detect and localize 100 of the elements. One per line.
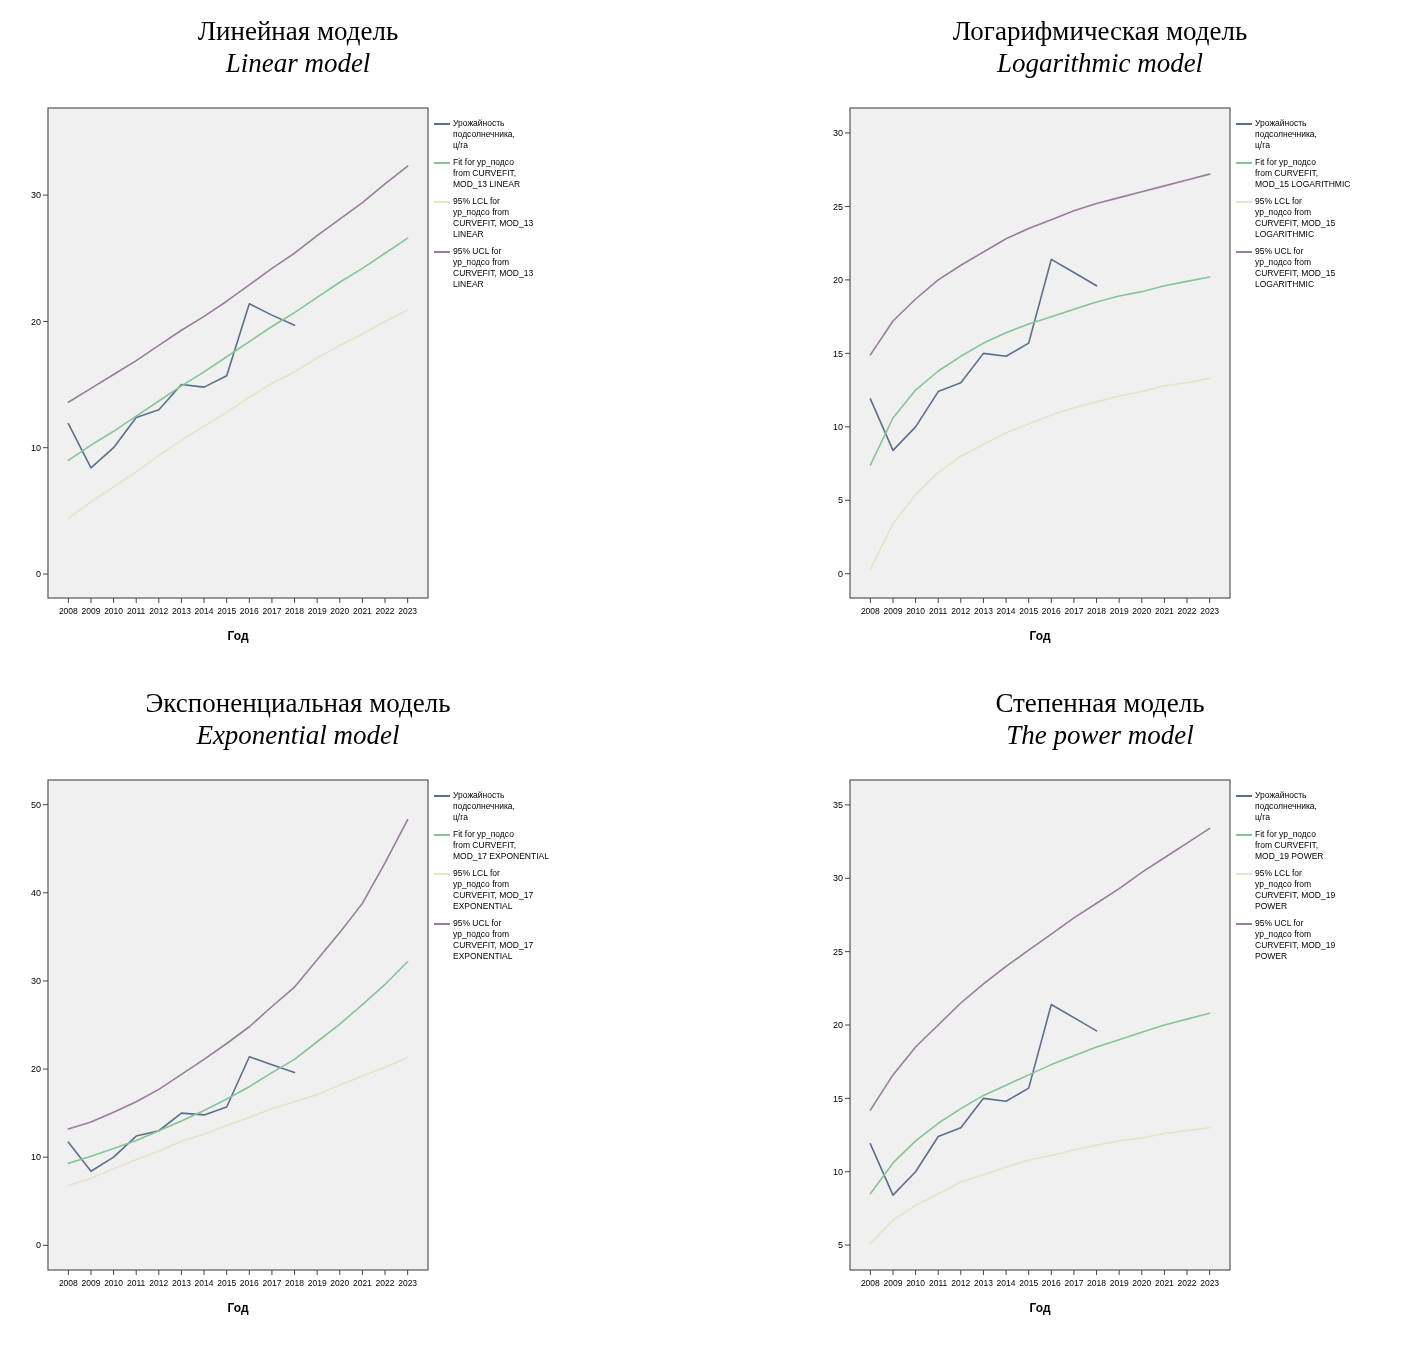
y-tick-label: 20 [832, 1020, 843, 1031]
x-tick-label: 2023 [398, 1278, 418, 1288]
x-tick-label: 2014 [996, 1278, 1016, 1288]
x-tick-label: 2012 [149, 1278, 169, 1288]
x-tick-label: 2020 [1132, 606, 1152, 616]
x-tick-label: 2021 [352, 1278, 373, 1288]
x-tick-label: 2023 [1200, 606, 1220, 616]
y-tick-label: 20 [30, 1064, 41, 1075]
x-tick-label: 2017 [262, 1278, 282, 1288]
x-tick-label: 2014 [996, 606, 1016, 616]
y-tick-label: 25 [832, 201, 843, 212]
chart-subtitle: Logarithmic model [995, 48, 1204, 78]
legend-label: Fit for ур_подсо from CURVEFIT, MOD_19 POWER [1255, 828, 1324, 861]
chart-subtitle: Exponential model [195, 720, 400, 750]
x-tick-label: 2018 [285, 1278, 305, 1288]
x-tick-label: 2013 [171, 1278, 192, 1288]
chart-title: Экспоненциальная модель [145, 688, 451, 718]
x-tick-label: 2010 [906, 1278, 926, 1288]
x-axis-title: Год [1029, 1301, 1051, 1315]
x-tick-label: 2023 [1200, 1278, 1220, 1288]
x-tick-label: 2012 [951, 1278, 971, 1288]
y-tick-label: 0 [35, 569, 41, 580]
y-tick-label: 35 [832, 800, 843, 811]
x-tick-label: 2012 [149, 606, 169, 616]
line-series [869, 1126, 1211, 1245]
chart-subtitle: Linear model [224, 48, 371, 78]
y-tick-label: 20 [832, 275, 843, 286]
x-tick-label: 2022 [375, 1278, 395, 1288]
x-tick-label: 2021 [352, 606, 373, 616]
x-tick-label: 2023 [398, 606, 418, 616]
line-series [67, 960, 409, 1165]
line-series [67, 165, 409, 404]
y-tick-label: 0 [35, 1240, 41, 1251]
x-tick-label: 2014 [194, 1278, 214, 1288]
x-axis-title: Год [1029, 629, 1051, 643]
chart-title: Линейная модель [197, 16, 399, 46]
x-tick-label: 2013 [973, 606, 994, 616]
x-tick-label: 2021 [1154, 606, 1175, 616]
line-series [67, 1056, 409, 1187]
line-series [67, 1055, 296, 1173]
x-tick-label: 2019 [307, 606, 327, 616]
line-series [869, 827, 1211, 1111]
legend-label: Урожайность подсолнечника, ц/га [453, 789, 515, 822]
legend-label: Урожайность подсолнечника, ц/га [1255, 789, 1317, 822]
legend-label: 95% UCL for ур_подсо from CURVEFIT, MOD_15 LOGARITHMIC [1255, 245, 1336, 289]
legend-label: Урожайность подсолнечника, ц/га [453, 117, 515, 150]
x-tick-label: 2020 [330, 1278, 350, 1288]
legend-label: 95% LCL for ур_подсо from CURVEFIT, MOD_15 LOGARITHMIC [1255, 195, 1336, 239]
y-tick-label: 10 [30, 442, 41, 453]
x-tick-label: 2015 [217, 606, 237, 616]
x-tick-label: 2010 [906, 606, 926, 616]
legend-label: 95% LCL for ур_подсо from CURVEFIT, MOD_19 POWER [1255, 867, 1336, 911]
x-tick-label: 2022 [375, 606, 395, 616]
y-tick-label: 0 [837, 568, 843, 579]
x-tick-label: 2009 [81, 1278, 101, 1288]
x-tick-label: 2011 [127, 1278, 146, 1288]
y-tick-label: 10 [30, 1152, 41, 1163]
x-tick-label: 2019 [307, 1278, 327, 1288]
x-tick-label: 2015 [1019, 606, 1039, 616]
legend-label: 95% UCL for ур_подсо from CURVEFIT, MOD_13 LINEAR [453, 245, 534, 289]
x-tick-label: 2015 [1019, 1278, 1039, 1288]
line-series [67, 302, 296, 469]
y-tick-label: 30 [832, 128, 843, 139]
x-tick-label: 2008 [58, 1278, 79, 1288]
x-tick-label: 2020 [330, 606, 350, 616]
x-tick-label: 2022 [1177, 606, 1197, 616]
y-tick-label: 10 [832, 421, 843, 432]
x-tick-label: 2018 [285, 606, 305, 616]
legend-label: 95% UCL for ур_подсо from CURVEFIT, MOD_19 POWER [1255, 917, 1336, 961]
x-axis-title: Год [227, 1301, 249, 1315]
legend-label: Урожайность подсолнечника, ц/га [1255, 117, 1317, 150]
y-tick-label: 20 [30, 316, 41, 327]
x-tick-label: 2019 [1109, 606, 1129, 616]
y-tick-label: 30 [832, 873, 843, 884]
line-series [67, 237, 409, 462]
legend-label: Fit for ур_подсо from CURVEFIT, MOD_17 EXPONENTIAL [453, 828, 550, 861]
x-tick-label: 2021 [1154, 1278, 1175, 1288]
line-series [869, 1012, 1211, 1195]
line-series [67, 818, 409, 1130]
x-tick-label: 2010 [104, 1278, 124, 1288]
chart-title: Логарифмическая модель [952, 16, 1248, 46]
legend-label: 95% LCL for ур_подсо from CURVEFIT, MOD_17 EXPONENTIAL [453, 867, 534, 911]
x-tick-label: 2013 [171, 606, 192, 616]
x-tick-label: 2009 [883, 1278, 903, 1288]
x-tick-label: 2018 [1087, 606, 1107, 616]
x-tick-label: 2008 [58, 606, 79, 616]
x-tick-label: 2011 [929, 606, 948, 616]
line-series [869, 173, 1211, 356]
x-tick-label: 2011 [929, 1278, 948, 1288]
y-tick-label: 30 [30, 190, 41, 201]
x-tick-label: 2012 [951, 606, 971, 616]
legend-label: 95% LCL for ур_подсо from CURVEFIT, MOD_13 LINEAR [453, 195, 534, 239]
x-tick-label: 2008 [860, 606, 881, 616]
x-tick-label: 2019 [1109, 1278, 1129, 1288]
line-series [869, 1003, 1098, 1196]
y-tick-label: 50 [30, 799, 41, 810]
y-tick-label: 15 [832, 1093, 843, 1104]
x-tick-label: 2009 [81, 606, 101, 616]
x-tick-label: 2017 [1064, 1278, 1084, 1288]
x-tick-label: 2020 [1132, 1278, 1152, 1288]
